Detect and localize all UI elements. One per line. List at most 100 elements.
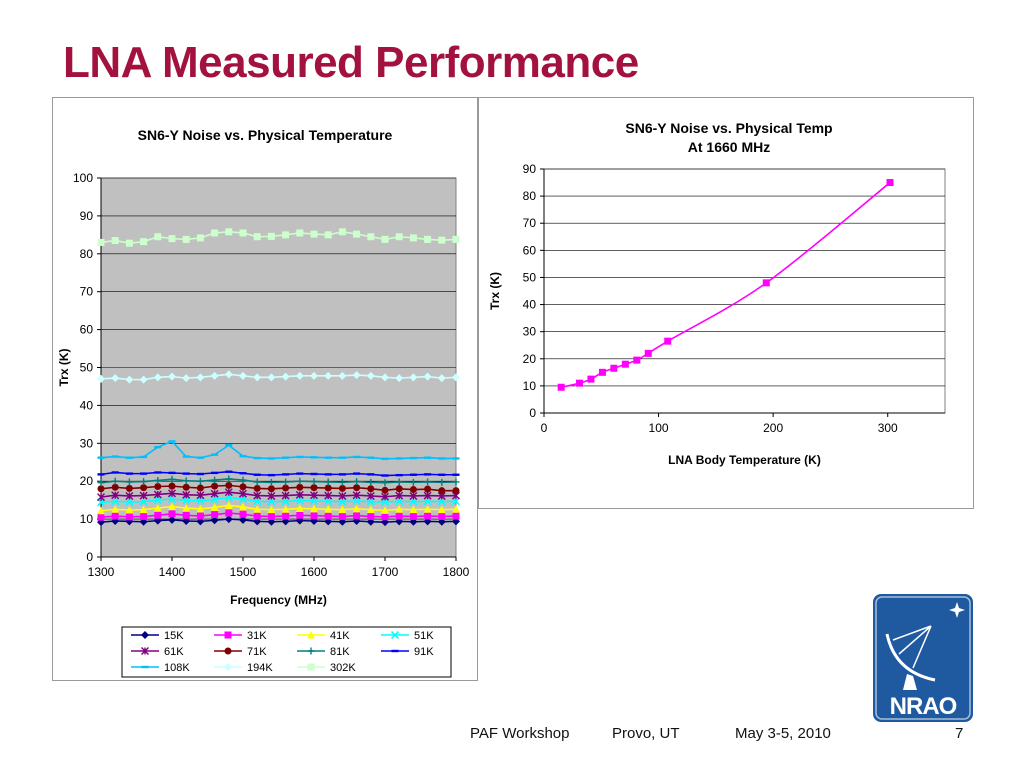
data-point	[225, 228, 233, 236]
data-point	[310, 512, 318, 520]
data-point	[168, 235, 176, 243]
data-point	[338, 228, 346, 236]
data-point	[438, 236, 446, 244]
data-point	[153, 490, 162, 499]
legend-item-15K: 15K	[131, 630, 184, 642]
legend-item-51K: 51K	[381, 630, 434, 642]
y-tick-label: 20	[523, 352, 537, 366]
legend-swatch-marker	[224, 647, 232, 655]
data-point	[324, 505, 333, 513]
legend-label: 108K	[164, 662, 190, 674]
data-point	[395, 512, 403, 520]
legend-swatch-marker	[307, 647, 315, 655]
series-81K	[97, 475, 460, 487]
data-point	[253, 233, 261, 241]
legend-item-61K: 61K	[131, 646, 184, 658]
data-point	[423, 491, 432, 500]
data-point	[239, 510, 247, 518]
legend-item-91K: 91K	[381, 646, 434, 658]
data-point	[437, 497, 446, 506]
x-axis-label: LNA Body Temperature (K)	[668, 453, 821, 467]
data-point	[111, 512, 119, 520]
nrao-logo: NRAO	[873, 594, 973, 722]
legend-label: 41K	[330, 630, 350, 642]
data-point	[395, 485, 403, 493]
footer-page-number: 7	[955, 725, 964, 742]
x-tick-label: 100	[649, 421, 669, 435]
data-point	[324, 231, 332, 239]
data-point	[281, 372, 290, 381]
data-point	[395, 497, 404, 506]
legend-swatch-marker	[307, 631, 315, 639]
legend-swatch-marker	[224, 663, 232, 671]
y-tick-label: 30	[523, 325, 537, 339]
legend-swatch-marker	[391, 649, 399, 653]
data-point	[324, 491, 333, 500]
data-point	[267, 478, 275, 486]
data-point	[409, 234, 417, 242]
data-point	[153, 496, 162, 505]
data-point	[424, 512, 432, 520]
data-point	[182, 516, 191, 525]
data-point	[438, 457, 446, 460]
data-point	[97, 238, 105, 246]
noise-vs-frequency-plot: SN6-Y Noise vs. Physical Temperature 0 10 2…	[57, 127, 470, 678]
data-point	[182, 490, 191, 499]
data-point	[97, 493, 105, 502]
data-point	[224, 501, 233, 509]
data-point	[111, 237, 119, 245]
data-point	[381, 474, 389, 477]
chart-title: SN6-Y Noise vs. Physical Temp	[625, 120, 832, 136]
legend-label: 194K	[247, 662, 273, 674]
data-point	[381, 479, 389, 487]
data-point	[282, 512, 290, 520]
series-line	[100, 491, 457, 498]
data-point	[437, 374, 446, 383]
data-point	[409, 486, 417, 494]
series-41K	[97, 501, 460, 515]
legend-swatch-marker	[141, 631, 149, 639]
data-point	[395, 457, 403, 460]
data-point	[409, 505, 418, 514]
data-point	[409, 373, 418, 382]
x-axis-label: Frequency (MHz)	[230, 593, 327, 607]
data-point	[239, 502, 247, 511]
x-tick-label: 1300	[88, 565, 115, 579]
data-point	[381, 373, 389, 382]
y-tick-label: 20	[80, 474, 94, 488]
data-point	[352, 496, 361, 505]
data-point	[424, 456, 432, 459]
plot-area	[543, 168, 946, 414]
data-point	[153, 373, 162, 382]
y-tick-label: 0	[86, 550, 93, 564]
data-point	[267, 232, 275, 240]
data-point	[111, 497, 120, 506]
data-point	[381, 518, 389, 527]
legend-item-108K: 108K	[131, 662, 190, 674]
data-point	[140, 484, 148, 492]
y-tick-label: 90	[80, 209, 94, 223]
data-point	[409, 497, 418, 506]
data-point	[381, 513, 389, 521]
data-point	[97, 456, 105, 459]
data-point	[196, 504, 205, 513]
legend-swatch-marker	[390, 630, 400, 640]
data-point	[664, 337, 672, 345]
data-point	[296, 483, 304, 491]
data-point	[267, 485, 275, 493]
x-tick-label: 200	[763, 421, 783, 435]
data-point	[367, 478, 375, 486]
y-tick-label: 70	[523, 216, 537, 230]
data-point	[282, 484, 290, 492]
data-point	[395, 478, 403, 486]
data-point	[338, 473, 346, 476]
data-point	[182, 472, 190, 475]
y-tick-label: 100	[73, 171, 93, 185]
data-point	[281, 505, 290, 513]
data-point	[225, 470, 233, 473]
x-tick-label: 300	[878, 421, 898, 435]
data-point	[182, 496, 191, 505]
legend-label: 15K	[164, 630, 184, 642]
data-point	[239, 229, 247, 237]
data-point	[111, 477, 119, 485]
